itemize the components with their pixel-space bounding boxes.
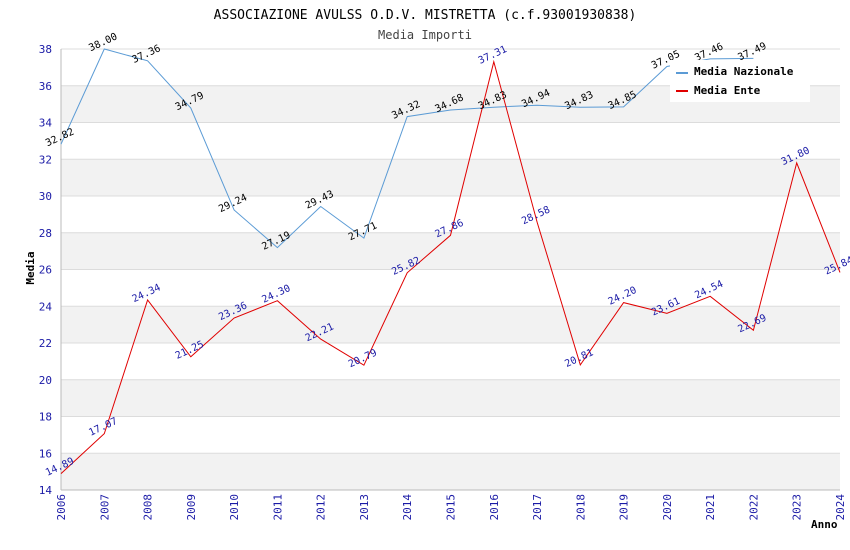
data-label-nazionale: 37.36	[131, 43, 163, 66]
y-tick-label: 18	[39, 411, 52, 424]
data-label-ente: 24.30	[260, 283, 292, 306]
x-axis-label: Anno	[811, 518, 838, 531]
x-tick-label: 2007	[98, 494, 111, 521]
y-tick-label: 38	[39, 43, 52, 56]
x-tick-label: 2006	[55, 494, 68, 521]
data-label-ente: 17.07	[87, 416, 119, 439]
x-tick-label: 2023	[791, 494, 804, 521]
data-label-ente: 37.31	[477, 44, 509, 67]
x-tick-label: 2011	[271, 494, 284, 521]
y-axis-label: Media	[24, 251, 37, 284]
x-tick-label: 2021	[704, 494, 717, 521]
y-tick-label: 20	[39, 374, 52, 387]
x-tick-label: 2014	[401, 494, 414, 521]
grid-band	[61, 232, 840, 270]
series-line-ente	[60, 59, 841, 474]
x-tick-label: 2013	[358, 494, 371, 521]
x-tick-label: 2019	[618, 494, 631, 521]
grid-band	[61, 159, 840, 196]
x-tick-label: 2024	[834, 494, 847, 521]
x-tick-label: 2016	[488, 494, 501, 521]
y-tick-label: 26	[39, 264, 52, 277]
y-tick-label: 22	[39, 337, 52, 350]
chart-subtitle: Media Importi	[378, 28, 472, 42]
series-line-nazionale	[60, 48, 754, 249]
grid-band	[61, 306, 840, 343]
grid-band	[61, 453, 840, 490]
grid-bands	[61, 85, 840, 490]
legend-label-ente: Media Ente	[694, 84, 761, 97]
x-tick-label: 2015	[445, 494, 458, 521]
data-label-ente: 24.54	[693, 279, 725, 302]
y-tick-label: 28	[39, 227, 52, 240]
x-tick-label: 2012	[315, 494, 328, 521]
y-tick-label: 30	[39, 190, 52, 203]
data-label-ente: 20.79	[347, 348, 379, 371]
y-tick-label: 14	[39, 484, 53, 497]
y-tick-labels: 14 16 18 20 22 24 26 28 30 32 34 36 38	[39, 43, 53, 497]
x-tick-label: 2009	[185, 494, 198, 521]
x-tick-label: 2018	[574, 494, 587, 521]
x-tick-label: 2017	[531, 494, 544, 521]
y-tick-label: 32	[39, 153, 52, 166]
axes	[60, 49, 840, 491]
x-tick-label: 2022	[747, 494, 760, 521]
x-tick-label: 2010	[228, 494, 241, 521]
legend: Media Nazionale Media Ente	[670, 60, 810, 102]
legend-box	[670, 60, 810, 102]
chart-title: ASSOCIAZIONE AVULSS O.D.V. MISTRETTA (c.…	[214, 8, 637, 23]
x-tick-labels: 2006 2007 2008 2009 2010 2011 2012 2013 2014 2015…	[55, 494, 847, 521]
y-tick-label: 16	[39, 447, 52, 460]
x-tick-label: 2008	[142, 494, 155, 521]
data-label-ente: 20.81	[563, 347, 595, 370]
y-tick-label: 36	[39, 80, 52, 93]
series-lines	[60, 48, 841, 474]
data-label-nazionale: 32.82	[44, 127, 76, 150]
y-tick-label: 24	[39, 300, 53, 313]
x-tick-label: 2020	[661, 494, 674, 521]
data-label-ente: 28.58	[520, 204, 552, 227]
y-tick-label: 34	[39, 117, 53, 130]
grid-band	[61, 379, 840, 417]
legend-label-nazionale: Media Nazionale	[694, 65, 794, 78]
